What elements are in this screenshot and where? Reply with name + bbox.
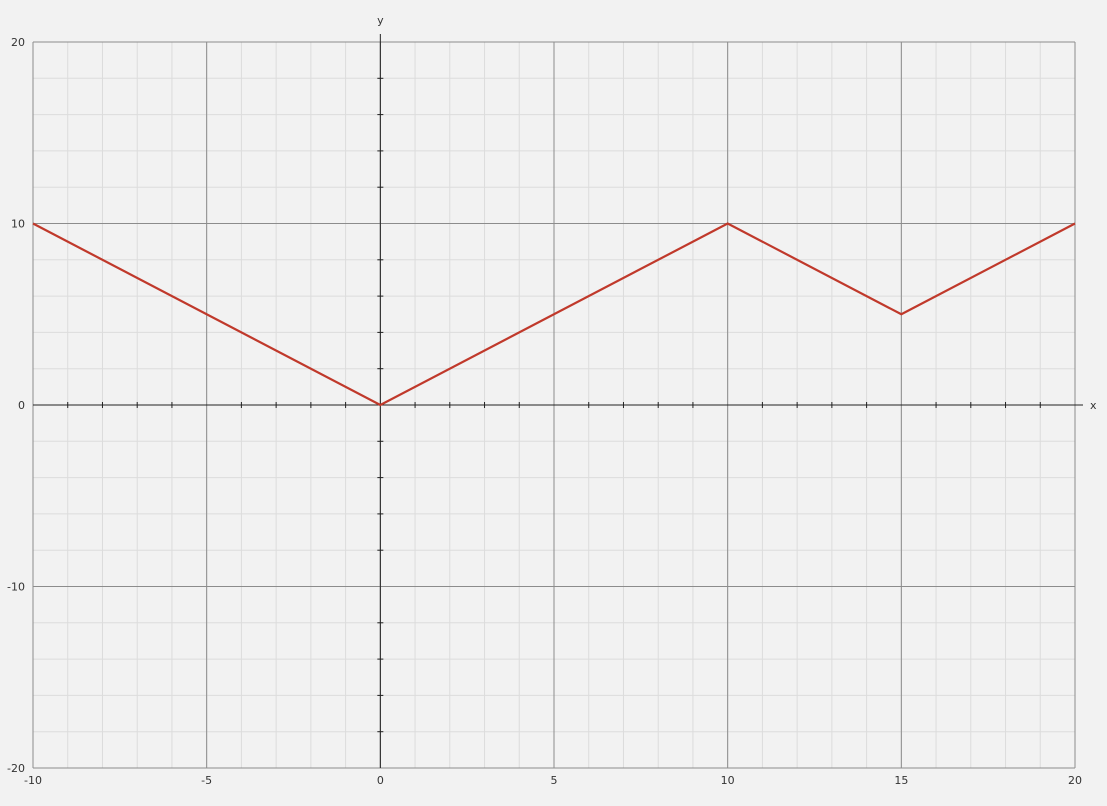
x-axis-label: x	[1090, 399, 1097, 412]
x-tick-label: 15	[894, 774, 908, 787]
axis-ticks	[67, 77, 1041, 733]
y-tick-label: -10	[7, 581, 25, 594]
axes	[33, 34, 1083, 768]
x-tick-label: -5	[201, 774, 212, 787]
x-tick-label: 10	[721, 774, 735, 787]
series-layer	[32, 222, 1076, 407]
x-tick-label: 20	[1068, 774, 1082, 787]
y-tick-label: 20	[11, 36, 25, 49]
y-tick-label: -20	[7, 762, 25, 775]
x-tick-label: -10	[24, 774, 42, 787]
y-tick-label: 0	[18, 399, 25, 412]
x-tick-label: 0	[377, 774, 384, 787]
y-tick-label: 10	[11, 218, 25, 231]
x-tick-label: 5	[551, 774, 558, 787]
y-axis-label: y	[377, 14, 384, 27]
